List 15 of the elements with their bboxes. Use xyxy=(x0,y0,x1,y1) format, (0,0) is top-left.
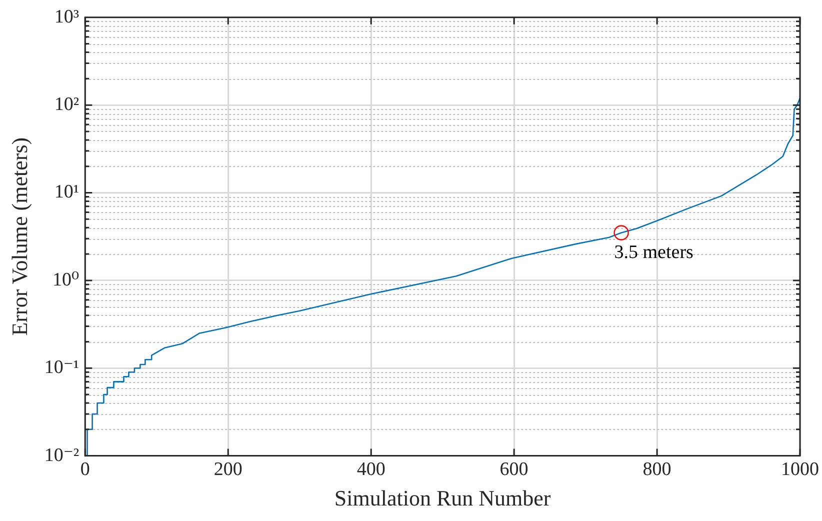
x-tick-label: 0 xyxy=(80,459,90,480)
x-tick-label: 1000 xyxy=(781,459,819,480)
x-tick-label: 800 xyxy=(642,459,672,480)
x-tick-label: 400 xyxy=(356,459,386,480)
y-tick-label: 10³ xyxy=(54,6,80,28)
y-tick-label: 10⁻¹ xyxy=(44,357,80,378)
y-tick-label: 10⁻² xyxy=(44,444,80,466)
y-tick-label: 10² xyxy=(54,94,80,116)
y-tick-label: 10⁰ xyxy=(52,269,80,290)
y-axis-title: Error Volume (meters) xyxy=(6,137,32,336)
y-tick-label: 10¹ xyxy=(54,182,80,203)
x-tick-label: 200 xyxy=(214,459,242,480)
annotation: 3.5 meters xyxy=(614,242,694,264)
x-axis-title: Simulation Run Number xyxy=(334,486,552,511)
x-tick-label: 600 xyxy=(500,459,528,480)
